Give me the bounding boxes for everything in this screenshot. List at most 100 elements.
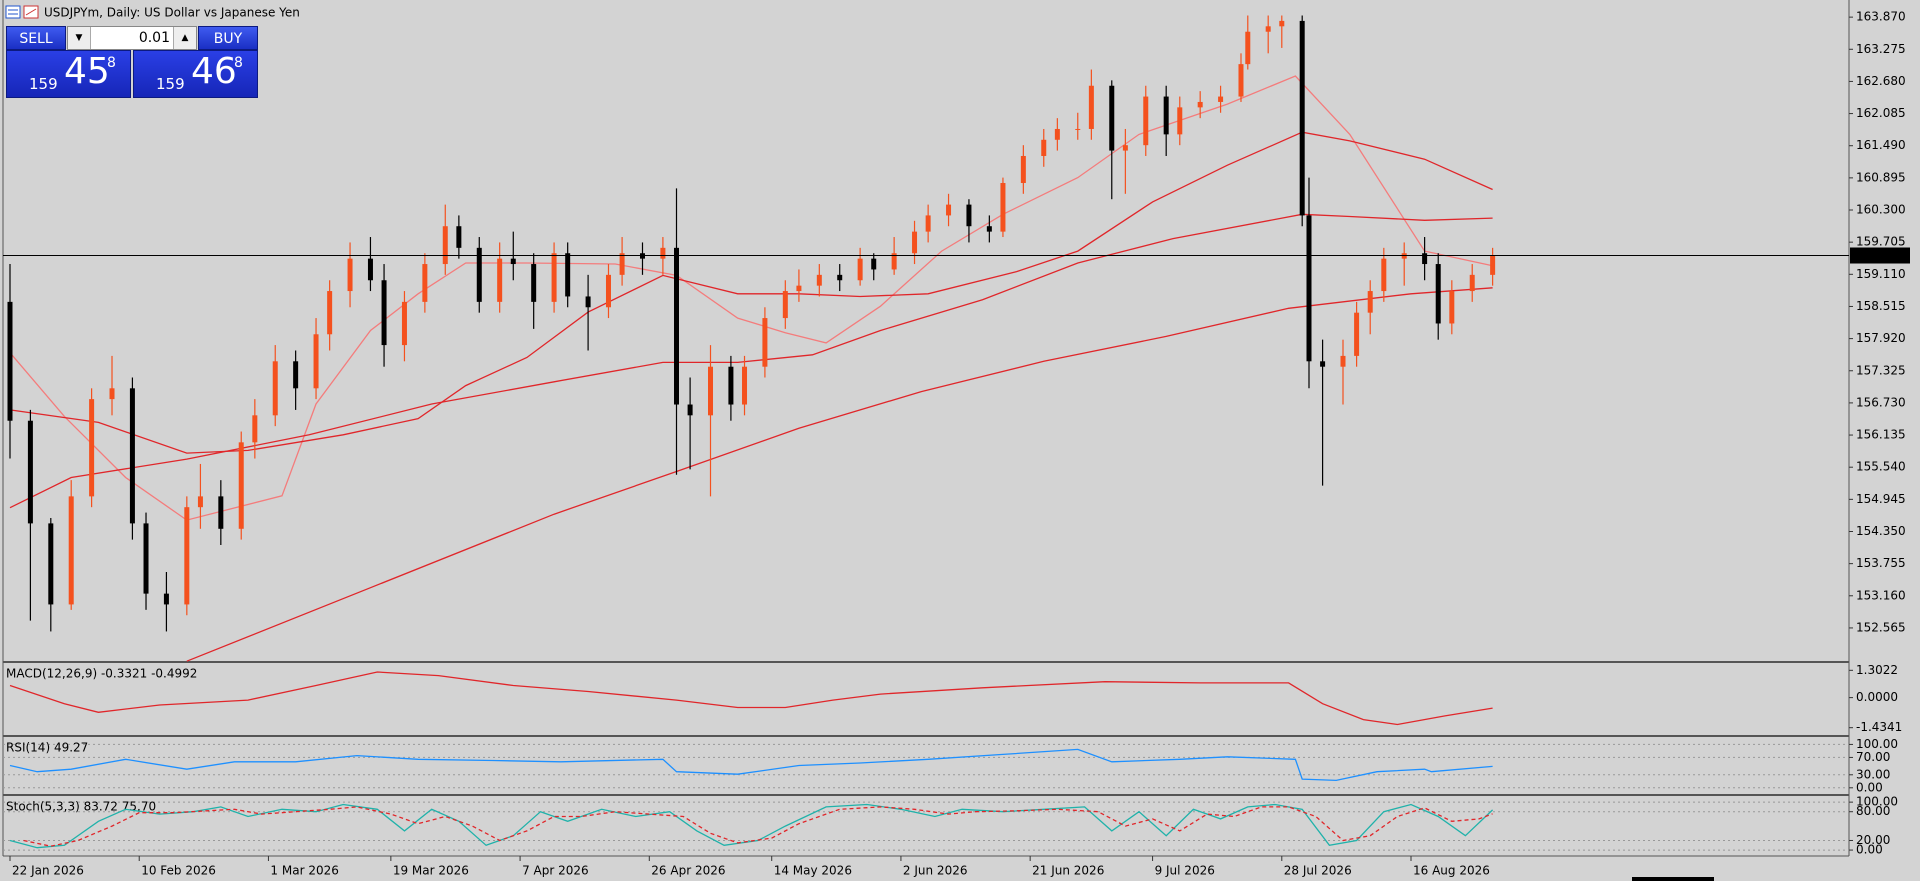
candle-body — [837, 274, 843, 281]
indicator-title: Stoch(5,3,3) 83.72 75.70 — [6, 800, 156, 814]
candle-body — [585, 296, 591, 308]
lot-field[interactable]: ▼ 0.01 ▲ — [67, 26, 197, 50]
candle-body — [1422, 253, 1428, 265]
candle-body — [109, 388, 115, 400]
y-tick-label: 161.490 — [1856, 138, 1906, 152]
y-tick-label: 156.135 — [1856, 428, 1906, 442]
candle-body — [89, 399, 95, 497]
candle-body — [129, 388, 135, 524]
y-tick-label: 1.3022 — [1856, 663, 1898, 677]
scrollbar[interactable] — [1632, 877, 1714, 881]
y-tick-label: 163.870 — [1856, 10, 1906, 24]
y-tick-label: 160.895 — [1856, 170, 1906, 184]
y-tick-label: 157.920 — [1856, 331, 1906, 345]
x-tick-label: 22 Jan 2026 — [12, 864, 84, 878]
y-tick-label: -1.4341 — [1856, 720, 1902, 734]
y-tick-label: 162.680 — [1856, 74, 1906, 88]
chart-title: USDJPYm, Daily: US Dollar vs Japanese Ye… — [44, 6, 300, 20]
candle-body — [687, 404, 693, 416]
candle-body — [871, 258, 877, 270]
candle-body — [728, 366, 734, 405]
candle-body — [1449, 291, 1455, 324]
candle-body — [1163, 96, 1169, 135]
candle-body — [1279, 20, 1285, 27]
candle-body — [197, 496, 203, 508]
indicator-line — [23, 806, 1493, 847]
candle-body — [1245, 31, 1251, 65]
y-tick-label: 70.00 — [1856, 750, 1890, 764]
indicator-title: MACD(12,26,9) -0.3321 -0.4992 — [6, 667, 197, 681]
x-tick-label: 28 Jul 2026 — [1284, 864, 1352, 878]
lot-up[interactable]: ▲ — [173, 27, 196, 49]
y-tick-label: 153.160 — [1856, 588, 1906, 602]
candle-body — [946, 204, 952, 216]
candle-body — [531, 264, 537, 302]
candle-body — [762, 318, 768, 367]
candle-body — [1197, 101, 1203, 108]
ask-big: 159 — [156, 75, 185, 93]
current-price-box — [1850, 247, 1910, 264]
candle-body — [986, 226, 992, 232]
candle-body — [673, 247, 679, 405]
x-tick-label: 10 Feb 2026 — [141, 864, 216, 878]
y-tick-label: 0.00 — [1856, 843, 1883, 857]
candle-body — [381, 280, 387, 346]
candle-body — [565, 253, 571, 297]
candle-body — [1000, 182, 1006, 232]
x-tick-label: 19 Mar 2026 — [393, 864, 469, 878]
lot-dropdown[interactable]: ▼ — [68, 27, 91, 49]
x-tick-label: 14 May 2026 — [774, 864, 852, 878]
candle-body — [1435, 264, 1441, 324]
buy-button[interactable]: BUY — [198, 26, 258, 50]
candle-body — [782, 291, 788, 319]
x-tick-label: 7 Apr 2026 — [522, 864, 589, 878]
y-tick-label: 156.730 — [1856, 395, 1906, 409]
indicator-line — [9, 131, 1493, 454]
candle-body — [1041, 139, 1047, 156]
sell-button[interactable]: SELL — [6, 26, 66, 50]
candle-body — [1075, 128, 1081, 130]
candle-body — [48, 523, 54, 605]
candle-body — [497, 258, 503, 302]
candle-body — [272, 361, 278, 416]
ask-price[interactable]: 159 46 8 — [133, 50, 258, 98]
candle-body — [742, 366, 748, 405]
candle-body — [1020, 155, 1026, 183]
candle-body — [510, 258, 516, 265]
indicator-title: RSI(14) 49.27 — [6, 741, 88, 755]
candle-body — [619, 253, 625, 275]
candle-body — [1238, 64, 1244, 97]
candle-body — [1088, 85, 1094, 129]
y-tick-label: 157.325 — [1856, 363, 1906, 377]
x-tick-label: 21 Jun 2026 — [1032, 864, 1104, 878]
y-tick-label: 0.00 — [1856, 780, 1883, 794]
bid-price[interactable]: 159 45 8 — [6, 50, 131, 98]
candle-body — [1218, 96, 1224, 102]
x-tick-label: 9 Jul 2026 — [1155, 864, 1215, 878]
indicator-line — [186, 287, 1493, 662]
ask-small: 8 — [234, 55, 243, 71]
candle-body — [1367, 291, 1373, 313]
y-tick-label: 0.0000 — [1856, 690, 1898, 704]
lot-value[interactable]: 0.01 — [138, 30, 170, 46]
candle-body — [238, 442, 244, 529]
candle-body — [1306, 215, 1312, 362]
candle-body — [857, 258, 863, 281]
candle-body — [1122, 145, 1128, 151]
candle-body — [660, 247, 666, 259]
indicator-line — [9, 803, 1494, 849]
candle-body — [1054, 128, 1060, 140]
candle-body — [1143, 96, 1149, 146]
candle-body — [401, 301, 407, 346]
candle-body — [1299, 20, 1305, 216]
candle-body — [327, 291, 333, 335]
y-tick-label: 80.00 — [1856, 804, 1890, 818]
y-tick-label: 163.275 — [1856, 42, 1906, 56]
candle-body — [1381, 258, 1387, 292]
current-price-label: 159.458 — [1856, 248, 1906, 262]
candle-body — [476, 247, 482, 302]
candle-body — [912, 231, 918, 254]
candle-body — [367, 258, 373, 281]
